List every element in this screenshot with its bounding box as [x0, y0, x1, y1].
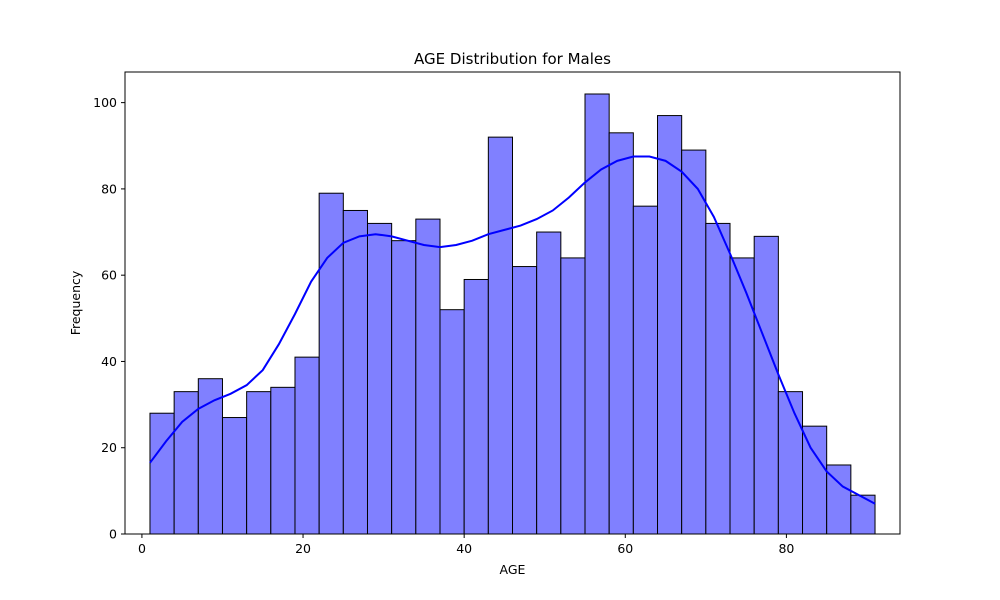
x-axis: 0 20 40 60 80: [138, 534, 794, 556]
y-axis-label: Frequency: [68, 270, 83, 335]
x-tick-label: 20: [295, 541, 311, 556]
y-tick-label: 40: [101, 354, 117, 369]
histogram-bar: [487, 136, 514, 535]
histogram-bar: [681, 149, 707, 535]
histogram-bar: [439, 309, 465, 535]
histogram-bar: [318, 192, 344, 535]
histogram-bar: [512, 266, 538, 535]
y-tick-label: 20: [101, 440, 117, 455]
kde-curve: [149, 155, 876, 505]
histogram-bar: [463, 278, 489, 535]
histogram-bar: [294, 356, 320, 535]
plot-frame: [124, 71, 901, 535]
y-tick-label: 80: [101, 181, 117, 196]
histogram-bar: [149, 412, 175, 535]
histogram-bar: [270, 386, 296, 535]
histogram-bar: [197, 378, 223, 535]
histogram-bar: [802, 425, 828, 535]
histogram-bar: [777, 391, 804, 535]
histogram-bar: [173, 391, 199, 535]
y-tick-label: 0: [109, 527, 117, 542]
y-axis: 0 20 40 60 80 100: [93, 95, 125, 542]
x-tick-label: 40: [456, 541, 472, 556]
y-tick-label: 100: [93, 95, 117, 110]
histogram-bar: [536, 231, 562, 535]
bars-group: [149, 93, 876, 535]
histogram-bar: [342, 209, 368, 535]
chart-title: AGE Distribution for Males: [414, 50, 611, 68]
y-tick-label: 60: [101, 268, 117, 283]
x-tick-label: 0: [138, 541, 146, 556]
histogram-bar: [729, 257, 755, 535]
x-tick-label: 60: [617, 541, 633, 556]
histogram-bar: [584, 93, 610, 535]
histogram-bar: [632, 205, 659, 535]
histogram-bar: [705, 222, 731, 535]
x-axis-label: AGE: [500, 562, 526, 577]
histogram-bar: [560, 257, 586, 535]
histogram-bar: [246, 391, 272, 535]
histogram-bar: [657, 115, 683, 535]
histogram-bar: [415, 218, 441, 535]
histogram-bar: [608, 132, 634, 535]
histogram-bar: [366, 222, 393, 535]
histogram-bar: [753, 235, 779, 535]
histogram-bar: [391, 240, 417, 535]
histogram-bar: [221, 417, 248, 535]
x-tick-label: 80: [778, 541, 794, 556]
